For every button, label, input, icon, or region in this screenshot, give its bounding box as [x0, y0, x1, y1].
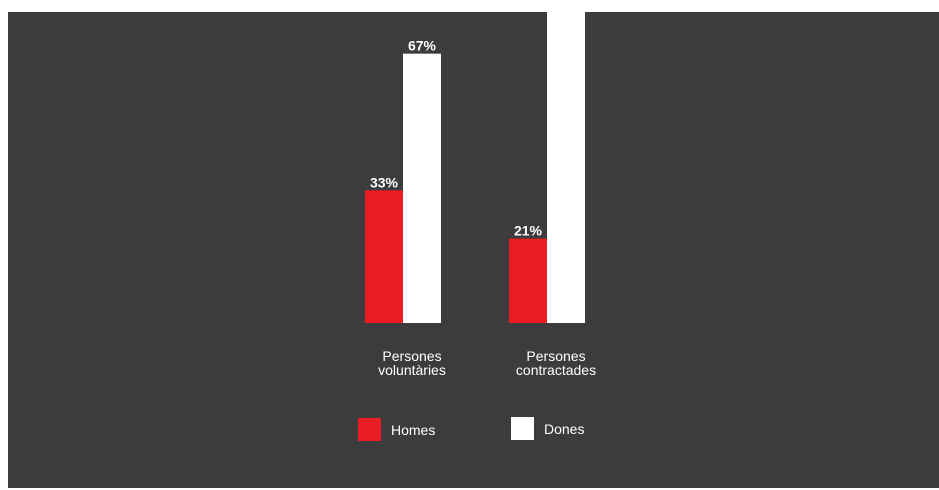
- category-label-line: Persones: [526, 348, 586, 364]
- legend-label-homes: Homes: [391, 421, 436, 438]
- category-label-contractades: Persones contractades: [476, 349, 636, 377]
- data-label-dones-0: 67%: [408, 38, 437, 54]
- bar-dones-1: [547, 12, 585, 323]
- legend-item-dones: Dones: [511, 417, 584, 440]
- bar-dones-0: [403, 53, 441, 323]
- category-label-line: Persones: [382, 348, 442, 364]
- category-label-line: voluntàries: [378, 362, 446, 378]
- legend-item-homes: Homes: [358, 418, 435, 441]
- bar-homes-1: [509, 238, 547, 323]
- legend-swatch-dones: [511, 417, 534, 440]
- legend-swatch-homes: [358, 418, 381, 441]
- data-label-homes-0: 33%: [370, 174, 399, 190]
- bar-chart: 33%21%67%79%: [365, 12, 585, 323]
- category-label-line: contractades: [515, 362, 597, 378]
- bar-homes-0: [365, 190, 403, 323]
- chart-panel: 33%21%67%79% Persones voluntàries Person…: [8, 12, 939, 488]
- category-label-voluntaries: Persones voluntàries: [332, 349, 492, 377]
- data-label-homes-1: 21%: [514, 223, 543, 239]
- legend-label-dones: Dones: [544, 420, 585, 437]
